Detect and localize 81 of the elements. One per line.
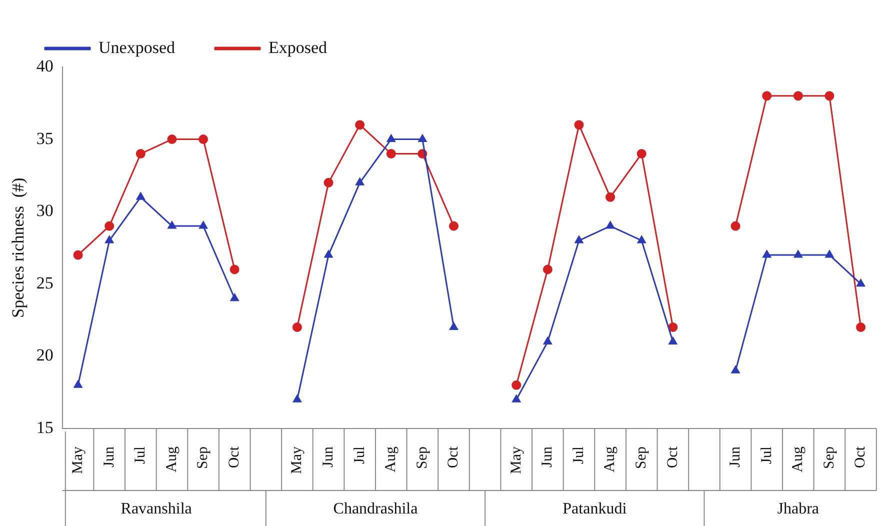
x-tick-label: Sep [195,446,212,470]
point [136,149,146,159]
x-tick-label: May [70,446,86,474]
point [543,336,552,344]
point [386,149,396,159]
x-tick-label: Aug [790,446,806,472]
point [668,336,678,344]
point [793,91,803,101]
x-tick-label: Jul [352,446,368,464]
x-tick-label: Oct [446,446,462,468]
point [386,134,396,142]
text: Jhabra [777,500,820,518]
x-tick-label: Sep [414,446,430,470]
y-axis-title: Species richness (#) [8,178,28,318]
legend-label: Exposed [268,38,328,57]
point [856,279,865,287]
point [356,178,364,186]
point [324,178,334,188]
point [104,221,114,231]
x-tick-label: Oct [664,446,681,468]
x-tick-label: Aug [383,446,400,472]
y-tick-label: 35 [36,128,54,148]
point [606,192,616,202]
point [324,250,333,258]
point [730,221,740,231]
x-tick-label: May [289,446,306,474]
point [418,134,427,142]
x-tick-label: Jun [101,446,118,468]
point [574,236,584,244]
point [731,366,740,374]
x-tick-label: Oct [852,446,869,468]
point [762,250,772,258]
point [636,149,646,159]
text: Ravanshila [120,500,192,518]
x-tick-label: Jun [540,446,556,468]
point [230,294,239,302]
point [825,250,834,258]
point [762,91,772,101]
x-tick-label: Jun [320,446,336,468]
x-tick-label: Jul [758,446,775,464]
point [542,264,552,274]
point [73,250,83,260]
legend-label: Unexposed [98,38,176,57]
point [574,120,584,130]
x-tick-label: Jun [727,446,744,468]
point [74,380,82,388]
y-tick-label: 30 [36,201,54,220]
point [637,236,646,244]
x-tick-label: Sep [821,446,838,470]
point [167,134,177,144]
point [606,221,615,229]
point [512,380,522,390]
y-tick-label: 40 [36,56,54,76]
point [199,221,208,229]
point [512,394,521,402]
point [136,192,145,200]
x-tick-label: Jul [570,446,587,464]
x-tick-label: Aug [602,446,618,472]
x-tick-label: May [508,446,524,474]
point [449,221,459,231]
x-tick-label: Sep [634,446,650,470]
point [292,322,302,332]
point [105,236,114,244]
point [450,322,458,330]
point [198,134,208,144]
point [168,221,176,229]
text: Patankudi [562,500,628,518]
text: Chandrashila [333,500,418,518]
point [794,250,802,258]
y-tick-label: 25 [36,273,54,292]
y-tick-label: 15 [36,418,54,437]
x-tick-label: Aug [164,446,180,472]
point [668,322,678,332]
point [856,322,866,332]
x-tick-label: Oct [226,446,243,468]
point [355,120,365,130]
point [230,264,240,274]
y-tick-label: 20 [36,346,54,365]
point [293,394,302,402]
x-tick-label: Jul [132,446,149,464]
point [824,91,834,101]
